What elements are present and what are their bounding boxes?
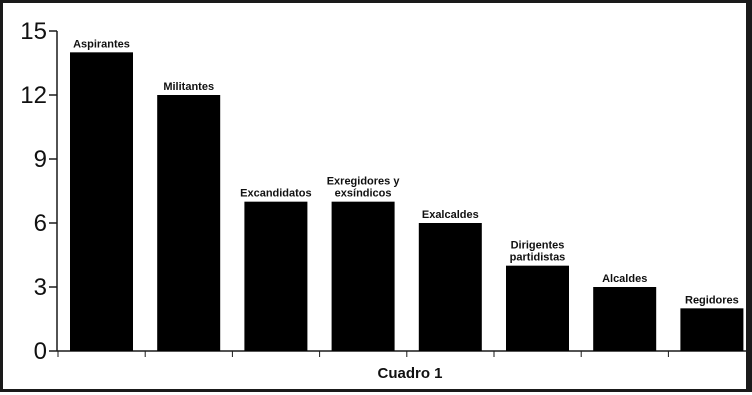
bar-label: Dirigentes [511,240,565,252]
bar [593,287,657,351]
bar [331,201,395,351]
bar-label: partidistas [510,252,566,264]
bar-label: Alcaldes [602,273,647,285]
bar-label: Aspirantes [73,38,130,50]
bar-label: Militantes [163,81,214,93]
y-tick-label: 15 [20,18,47,45]
bar [680,308,744,351]
bar-label: exsíndicos [335,188,392,200]
y-tick-label: 9 [34,146,47,173]
bar-label: Exalcaldes [422,209,479,221]
bar [506,265,569,351]
y-tick-label: 0 [34,338,47,365]
y-tick-label: 12 [20,82,47,109]
bar [157,95,221,351]
bar-label: Excandidatos [240,188,312,200]
bar [418,223,482,351]
y-tick-label: 3 [34,274,47,301]
bar [244,201,308,351]
y-tick-label: 6 [34,210,47,237]
bar-label: Regidores [685,294,739,306]
bar-chart: 0 3 6 9 12 15 Aspirantes Militantes Excandidatos… [20,18,749,382]
bar-label: Exregidores y [327,176,401,188]
chart-title: Cuadro 1 [377,365,442,382]
bar [70,52,133,351]
